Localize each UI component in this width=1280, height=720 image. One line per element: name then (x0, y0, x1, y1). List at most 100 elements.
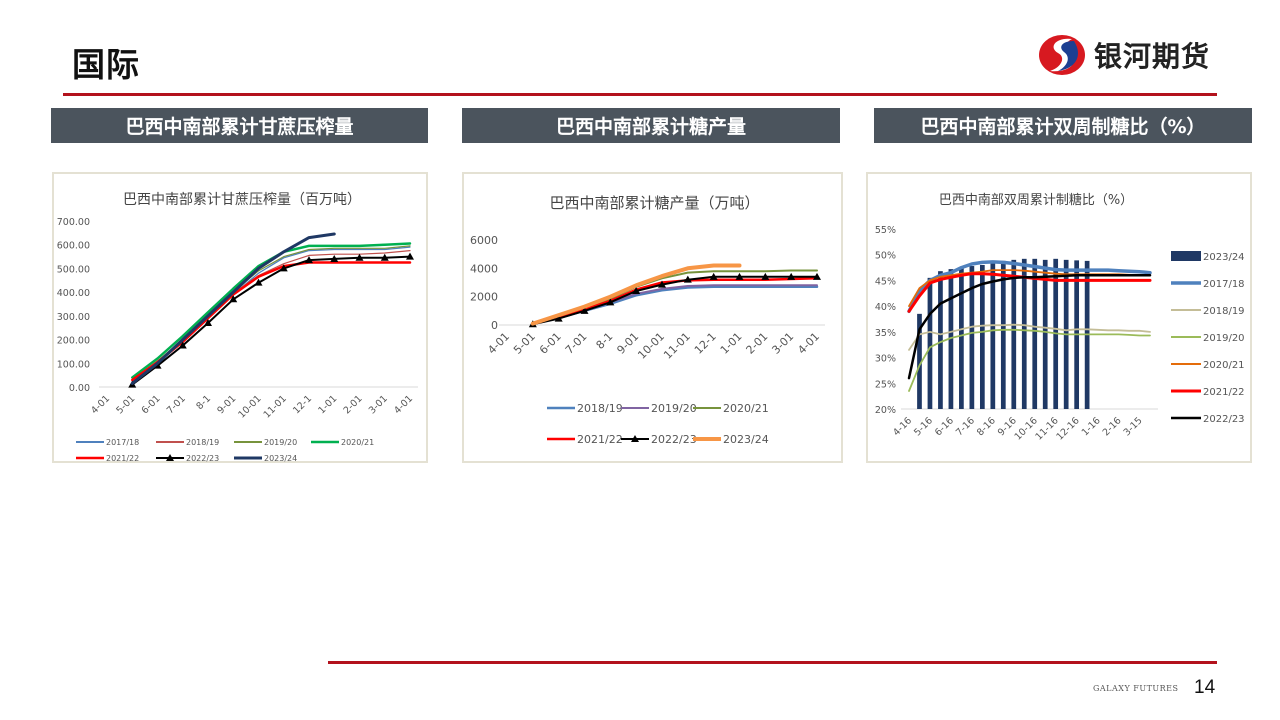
data-point-marker (380, 253, 389, 261)
y-tick-label: 100.00 (57, 359, 90, 370)
footer-brand: GALAXY FUTURES (1093, 684, 1179, 693)
bar-2023-24 (969, 266, 975, 409)
bar-2023-24 (1032, 258, 1038, 409)
page-number: 14 (1194, 677, 1216, 698)
x-tick-label: 11-01 (262, 393, 289, 420)
data-point-marker (606, 298, 615, 306)
chart-sugar-mix-svg: 巴西中南部双周累计制糖比（%） 20% 25% 30% 35% 40% 45% 50% 55% 4… (875, 192, 1245, 443)
x-tick-label: 7-01 (165, 393, 188, 416)
x-tick-label: 4-16 (891, 415, 914, 438)
legend-label: 2020/21 (341, 438, 374, 447)
x-tick-label: 4-01 (392, 393, 415, 416)
data-point-marker (813, 272, 821, 280)
x-tick-label: 8-16 (975, 415, 998, 438)
chart-sugar-mix: 巴西中南部双周累计制糖比（%） 20% 25% 30% 35% 40% 45% 50% 55% 4… (866, 172, 1252, 463)
data-point-marker (305, 256, 313, 264)
bar-2023-24 (1011, 259, 1017, 409)
y-tick-label: 30% (875, 354, 896, 365)
series-line-2023-24 (530, 263, 742, 326)
data-point-marker (658, 280, 666, 288)
bar-2023-24 (1042, 259, 1048, 409)
series-line-2022-23 (907, 274, 1152, 380)
series-line-2017-18 (131, 246, 411, 383)
legend-label: 2018/19 (186, 438, 219, 447)
legend-label: 2017/18 (106, 438, 139, 447)
series-line-2017-18 (907, 260, 1152, 314)
x-tick-label: 3-15 (1122, 415, 1145, 438)
x-tick-label: 8-1 (594, 330, 616, 352)
y-tick-label: 50% (875, 251, 896, 262)
chart-cane-crush: 巴西中南部累计甘蔗压榨量（百万吨） 0.00 100.00 200.00 300.00 4… (52, 172, 428, 463)
x-tick-label: 2-01 (744, 330, 771, 357)
x-tick-label: 6-16 (933, 415, 956, 438)
legend-label: 2020/21 (723, 402, 769, 415)
bar-2023-24 (917, 313, 922, 409)
legend-label: 2018/19 (1203, 306, 1245, 317)
legend-label: 2020/21 (1203, 360, 1245, 371)
y-tick-label: 2000 (470, 291, 498, 304)
data-point-marker (709, 272, 718, 280)
data-point-marker (229, 295, 238, 303)
y-tick-label: 55% (875, 225, 896, 236)
bar-2023-24 (1021, 258, 1027, 409)
page-title: 国际 (72, 45, 140, 84)
data-point-marker (683, 275, 692, 283)
data-point-marker (761, 272, 770, 280)
y-tick-label: 200.00 (57, 336, 90, 347)
legend-label: 2022/23 (651, 433, 697, 446)
data-point-marker (554, 314, 563, 322)
x-tick-label: 12-16 (1054, 415, 1081, 442)
series-line-2018-19 (531, 285, 819, 325)
x-tick-label: 5-16 (912, 415, 935, 438)
section-header-cane-crush: 巴西中南部累计甘蔗压榨量 (51, 108, 428, 143)
y-tick-label: 500.00 (57, 264, 90, 275)
x-tick-label: 11-01 (661, 330, 693, 362)
legend-label: 2021/22 (106, 454, 139, 463)
series-line-2021-22 (907, 272, 1152, 313)
x-tick-label: 7-16 (954, 415, 977, 438)
data-point-marker (580, 306, 589, 314)
bar-2023-24 (959, 267, 964, 409)
data-point-marker (632, 287, 641, 294)
logo-text: 银河期货 (1094, 40, 1211, 73)
y-tick-label: 40% (875, 302, 896, 313)
data-point-marker (787, 272, 796, 280)
y-tick-label: 400.00 (57, 288, 90, 299)
x-tick-label: 4-01 (795, 330, 822, 357)
legend-label: 2021/22 (1203, 387, 1245, 398)
y-tick-label: 600.00 (57, 241, 90, 252)
y-tick-label: 20% (875, 405, 896, 416)
legend-marker (166, 454, 174, 461)
series-line-2019-20 (531, 284, 818, 325)
galaxy-logo-icon (1039, 35, 1085, 75)
x-tick-label: 11-16 (1034, 415, 1061, 442)
legend-label: 2019/20 (264, 438, 297, 447)
data-point-marker (204, 318, 212, 326)
y-tick-label: 0.00 (69, 383, 90, 394)
x-tick-label: 8-1 (194, 393, 213, 412)
chart-cane-crush-svg: 巴西中南部累计甘蔗压榨量（百万吨） 0.00 100.00 200.00 300.00 4… (57, 191, 418, 463)
x-tick-label: 1-01 (316, 393, 339, 416)
company-logo: 银河期货 (1038, 32, 1210, 78)
legend-label: 2023/24 (264, 454, 297, 463)
x-tick-label: 10-01 (635, 330, 667, 362)
x-tick-label: 3-01 (769, 330, 796, 357)
legend-label: 2018/19 (577, 402, 623, 415)
x-tick-label: 3-01 (367, 393, 390, 416)
data-point-marker (178, 341, 187, 349)
section-header-sugar-output: 巴西中南部累计糖产量 (462, 108, 840, 143)
chart-sugar-output-svg: 巴西中南部累计糖产量（万吨）02000400060004-015-016-017… (470, 194, 825, 446)
data-point-marker (330, 254, 339, 262)
y-tick-label: 25% (875, 379, 896, 390)
y-tick-label: 45% (875, 276, 896, 287)
bar-2023-24 (938, 271, 943, 409)
bar-2023-24 (927, 277, 933, 409)
series-line-2021-22 (131, 261, 412, 382)
series-line-2022-23 (531, 275, 818, 326)
x-tick-label: 4-01 (485, 330, 512, 357)
y-tick-label: 35% (875, 328, 896, 339)
x-tick-label: 2-01 (342, 393, 365, 416)
footer-divider (328, 661, 1217, 664)
legend-marker (631, 435, 639, 442)
legend-label: 2022/23 (1203, 414, 1245, 425)
